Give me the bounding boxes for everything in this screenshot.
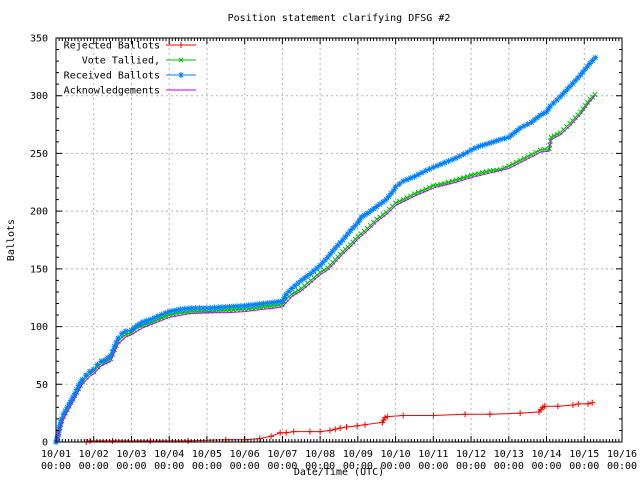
x-tick-label-date: 10/03 bbox=[116, 449, 146, 460]
series-markers bbox=[53, 92, 598, 445]
x-tick-label-time: 00:00 bbox=[456, 461, 486, 472]
legend-marker-sample bbox=[178, 57, 184, 63]
x-tick-label-time: 00:00 bbox=[41, 461, 71, 472]
legend-label: Rejected Ballots bbox=[64, 41, 160, 52]
x-tick-label-date: 10/15 bbox=[569, 449, 599, 460]
x-tick-label-date: 10/10 bbox=[381, 449, 411, 460]
x-tick-label-date: 10/16 bbox=[607, 449, 637, 460]
chart-title: Position statement clarifying DFSG #2 bbox=[228, 13, 451, 24]
series-markers bbox=[53, 399, 596, 445]
data-series bbox=[53, 54, 599, 445]
x-tick-label-time: 00:00 bbox=[418, 461, 448, 472]
legend-item-acknowledgements: Acknowledgements bbox=[64, 86, 196, 97]
x-tick-label-date: 10/09 bbox=[343, 449, 373, 460]
x-tick-label-date: 10/06 bbox=[230, 449, 260, 460]
x-tick-label-date: 10/04 bbox=[154, 449, 184, 460]
x-tick-label-date: 10/14 bbox=[531, 449, 561, 460]
x-tick-label-time: 00:00 bbox=[343, 461, 373, 472]
y-axis-title: Ballots bbox=[6, 219, 17, 261]
legend-item-rejected-ballots: Rejected Ballots bbox=[64, 41, 196, 52]
y-tick-label: 150 bbox=[30, 264, 48, 275]
series-received-ballots bbox=[53, 54, 599, 445]
y-tick-label: 300 bbox=[30, 91, 48, 102]
x-tick-label-time: 00:00 bbox=[230, 461, 260, 472]
x-tick-label-time: 00:00 bbox=[381, 461, 411, 472]
x-tick-label-time: 00:00 bbox=[267, 461, 297, 472]
x-tick-label-date: 10/02 bbox=[79, 449, 109, 460]
x-tick-label-date: 10/01 bbox=[41, 449, 71, 460]
series-markers bbox=[53, 54, 599, 445]
x-tick-label-time: 00:00 bbox=[116, 461, 146, 472]
legend-marker-sample bbox=[178, 72, 184, 78]
axes: 05010015020025030035010/0100:0010/0200:0… bbox=[30, 34, 637, 473]
x-tick-label-date: 10/07 bbox=[267, 449, 297, 460]
legend-item-received-ballots: Received Ballots bbox=[64, 71, 196, 82]
x-tick-label-time: 00:00 bbox=[305, 461, 335, 472]
x-tick-label-date: 10/05 bbox=[192, 449, 222, 460]
series-acknowledgements bbox=[55, 95, 596, 443]
gridlines bbox=[56, 38, 622, 442]
series-rejected-ballots bbox=[53, 399, 596, 445]
x-tick-label-date: 10/11 bbox=[418, 449, 448, 460]
x-tick-label-time: 00:00 bbox=[569, 461, 599, 472]
y-tick-label: 200 bbox=[30, 207, 48, 218]
x-tick-label-time: 00:00 bbox=[192, 461, 222, 472]
y-tick-label: 250 bbox=[30, 149, 48, 160]
x-tick-label-date: 10/08 bbox=[305, 449, 335, 460]
x-tick-label-time: 00:00 bbox=[79, 461, 109, 472]
x-tick-label-date: 10/12 bbox=[456, 449, 486, 460]
legend-label: Vote Tallied, bbox=[82, 56, 160, 67]
x-tick-label-time: 00:00 bbox=[494, 461, 524, 472]
y-tick-label: 350 bbox=[30, 34, 48, 45]
x-axis-title: Date/Time (UTC) bbox=[294, 467, 384, 478]
legend-label: Received Ballots bbox=[64, 71, 160, 82]
legend-label: Acknowledgements bbox=[64, 86, 160, 97]
y-tick-label: 50 bbox=[36, 380, 48, 391]
x-tick-label-time: 00:00 bbox=[154, 461, 184, 472]
x-tick-label-time: 00:00 bbox=[607, 461, 637, 472]
legend-marker-sample bbox=[178, 42, 184, 48]
series-vote-tallied bbox=[53, 92, 598, 445]
x-tick-label-date: 10/13 bbox=[494, 449, 524, 460]
y-tick-label: 0 bbox=[42, 438, 48, 449]
legend-item-vote-tallied: Vote Tallied, bbox=[82, 56, 196, 67]
x-tick-label-time: 00:00 bbox=[531, 461, 561, 472]
legend: Rejected Ballots Vote Tallied, Received Ba… bbox=[64, 41, 196, 97]
y-tick-label: 100 bbox=[30, 322, 48, 333]
